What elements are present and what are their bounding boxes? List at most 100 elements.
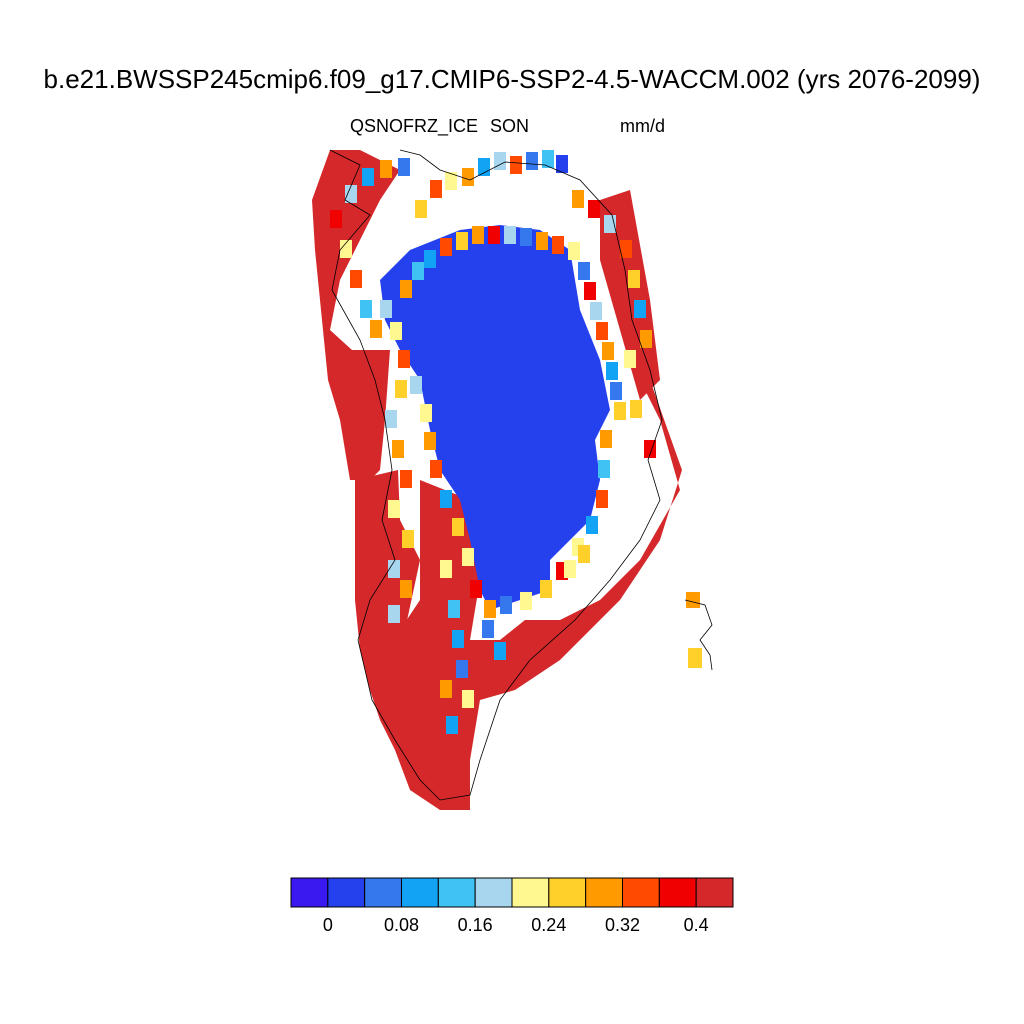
coastal-grid-cell bbox=[420, 404, 432, 422]
coastal-grid-cell bbox=[388, 500, 400, 518]
region-red-southwest bbox=[355, 470, 420, 650]
coastal-grid-cell bbox=[552, 236, 564, 254]
coastal-grid-cell bbox=[424, 432, 436, 450]
colorbar-box bbox=[622, 877, 660, 908]
coastal-grid-cell bbox=[390, 322, 402, 340]
coastal-grid-cell bbox=[412, 262, 424, 280]
region-red-west bbox=[312, 150, 400, 480]
coastal-grid-cell bbox=[600, 430, 612, 448]
season-label: SON bbox=[490, 116, 530, 136]
colorbar-box bbox=[585, 877, 624, 908]
coastal-grid-cell bbox=[628, 270, 640, 288]
coastal-grid-cell bbox=[606, 362, 618, 380]
coastline-outline bbox=[329, 149, 663, 801]
colorbar-box bbox=[364, 877, 402, 908]
coastal-grid-cell bbox=[392, 440, 404, 458]
coastal-grid-cell bbox=[610, 382, 622, 400]
coastal-grid-cell bbox=[340, 240, 352, 258]
colorbar-ticks: 0 0.08 0.16 0.24 0.32 0.4 bbox=[323, 915, 709, 935]
coastal-grid-cell bbox=[462, 690, 474, 708]
coastal-grid-cell bbox=[430, 460, 442, 478]
coastal-grid-cell bbox=[424, 250, 436, 268]
coastal-grid-cell bbox=[462, 548, 474, 566]
colorbar-box bbox=[290, 877, 329, 908]
coastal-grid-cell bbox=[634, 300, 646, 318]
coastal-grid-cell bbox=[614, 402, 626, 420]
coastal-grid-cell bbox=[510, 156, 522, 174]
variable-label: QSNOFRZ_ICE bbox=[350, 116, 479, 136]
colorbar-box bbox=[401, 877, 439, 908]
island-outline bbox=[684, 599, 713, 671]
coastal-grid-cell bbox=[446, 716, 458, 734]
coastal-grid-cell bbox=[526, 152, 538, 170]
units-label: mm/d bbox=[620, 116, 665, 136]
coastal-grid-cell bbox=[644, 440, 656, 458]
coastal-grid-cell bbox=[630, 400, 642, 418]
coastal-grid-cell bbox=[640, 330, 652, 348]
colorbar-tick-label: 0.4 bbox=[684, 915, 709, 935]
coastal-grid-cell bbox=[542, 150, 554, 168]
coastal-grid-cell bbox=[410, 376, 422, 394]
colorbar-tick-label: 0.08 bbox=[384, 915, 419, 935]
coastal-grid-cell bbox=[440, 490, 452, 508]
colorbar-box bbox=[548, 877, 587, 908]
coastal-grid-cell bbox=[440, 680, 452, 698]
coastal-grid-cell bbox=[590, 302, 602, 320]
colorbar-box bbox=[437, 877, 476, 908]
coastal-grid-cell bbox=[452, 518, 464, 536]
coastal-grid-cell bbox=[564, 560, 576, 578]
coastal-grid-cell bbox=[388, 560, 400, 578]
coastal-grid-cell bbox=[568, 242, 580, 260]
coastal-grid-cell bbox=[536, 232, 548, 250]
coastal-grid-cell bbox=[440, 560, 452, 578]
plot-title: b.e21.BWSSP245cmip6.f09_g17.CMIP6-SSP2-4… bbox=[43, 64, 981, 94]
colorbar-box bbox=[511, 877, 550, 908]
coastal-grid-cell bbox=[584, 282, 596, 300]
coastal-grid-cell bbox=[620, 240, 632, 258]
coastal-grid-cell bbox=[500, 596, 512, 614]
coastal-grid-cell bbox=[520, 592, 532, 610]
coastal-grid-cell bbox=[624, 350, 636, 368]
coastal-grid-cell bbox=[380, 160, 392, 178]
colorbar-box bbox=[474, 877, 513, 908]
coastal-grid-cell bbox=[494, 642, 506, 660]
coastal-grid-cell bbox=[445, 172, 457, 190]
coastal-grid-cell bbox=[370, 320, 382, 338]
coastal-grid-cell bbox=[415, 200, 427, 218]
coastal-grid-cell bbox=[456, 232, 468, 250]
island-grid-cell bbox=[688, 648, 702, 668]
coastal-grid-cell bbox=[448, 600, 460, 618]
coastal-grid-cell bbox=[402, 530, 414, 548]
coastal-grid-cell bbox=[440, 238, 452, 256]
coastal-grid-cell bbox=[398, 158, 410, 176]
coastal-grid-cell bbox=[452, 630, 464, 648]
coastal-grid-cell bbox=[385, 410, 397, 428]
coastal-grid-cell bbox=[494, 152, 506, 170]
coastal-grid-cell bbox=[578, 545, 590, 563]
coastal-grid-cell bbox=[556, 155, 568, 173]
colorbar-box bbox=[327, 877, 366, 908]
island-grid-cell bbox=[686, 592, 700, 608]
coastal-grid-cell bbox=[520, 228, 532, 246]
coastal-grid-cell bbox=[362, 168, 374, 186]
coastal-grid-cell bbox=[596, 322, 608, 340]
coastal-grid-cell bbox=[586, 516, 598, 534]
coastal-grid-cell bbox=[400, 580, 412, 598]
coastal-grid-cell bbox=[488, 226, 500, 244]
colorbar-box bbox=[658, 877, 697, 908]
colorbar-tick-label: 0.16 bbox=[458, 915, 493, 935]
coastal-grid-cell bbox=[598, 460, 610, 478]
coastal-grid-cell bbox=[602, 342, 614, 360]
region-red-south bbox=[360, 240, 682, 810]
coastal-grid-cell bbox=[596, 490, 608, 508]
coastal-grid-cell bbox=[395, 380, 407, 398]
region-ice-interior bbox=[380, 225, 610, 610]
coastal-grid-cell bbox=[462, 168, 474, 186]
coastal-grid-cell bbox=[345, 185, 357, 203]
coastal-grid-cell bbox=[578, 262, 590, 280]
coastal-grid-cell bbox=[430, 180, 442, 198]
colorbar-box bbox=[695, 877, 734, 908]
map-cells bbox=[312, 150, 702, 810]
